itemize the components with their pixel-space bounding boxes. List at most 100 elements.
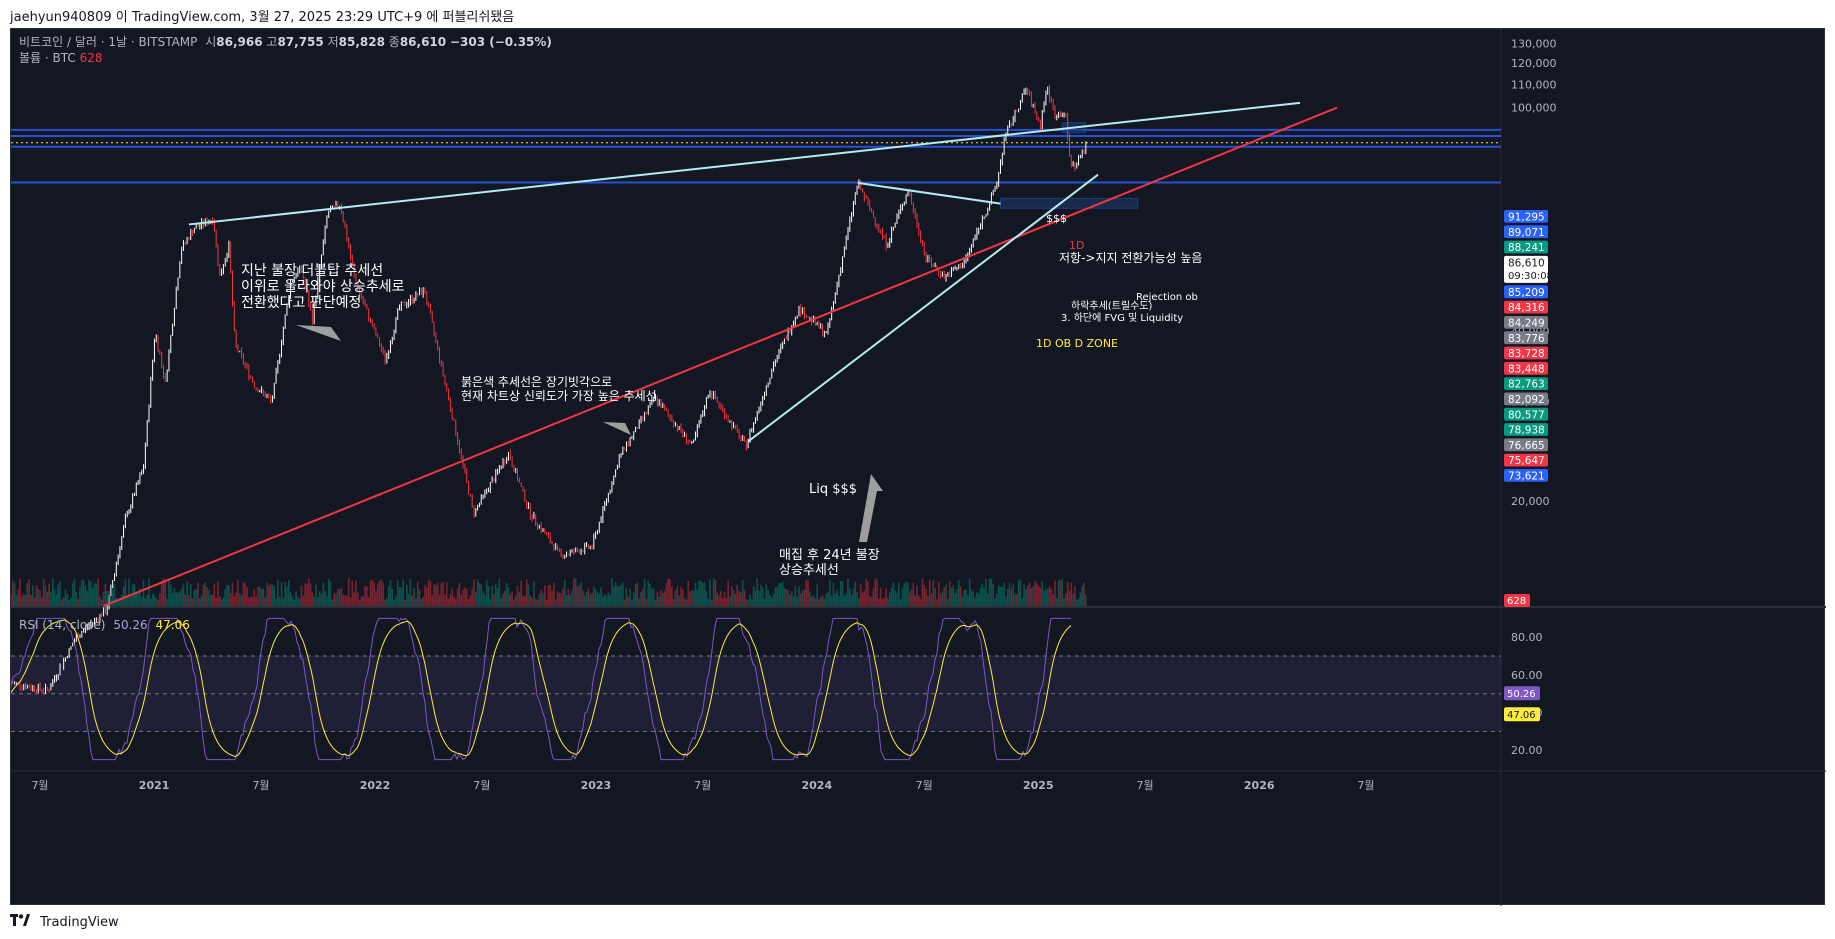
volume-bar (400, 587, 403, 606)
volume-bar (337, 589, 339, 606)
volume-bar (986, 593, 989, 606)
volume-bar (366, 586, 368, 606)
volume-bar (554, 599, 557, 606)
volume-bar (235, 592, 237, 606)
volume-bar (453, 596, 455, 606)
rsi-value: 50.26 (113, 618, 148, 632)
chart-panel[interactable]: 20,00030,00040,000100,000110,000120,0001… (10, 28, 1826, 906)
volume-bar (289, 592, 292, 606)
symbol-name: 비트코인 / 달러 · 1날 · BITSTAMP (19, 35, 198, 49)
volume-bar (974, 597, 976, 606)
volume-bar (937, 581, 940, 606)
volume-bar (358, 599, 361, 606)
price-tag-box (1504, 316, 1548, 329)
volume-bar (843, 595, 846, 606)
volume-bar (977, 593, 980, 606)
volume-bar (280, 582, 283, 606)
volume-bar (643, 578, 646, 606)
volume-bar (669, 579, 671, 606)
volume-bar (718, 595, 720, 606)
volume-bar (1036, 582, 1038, 606)
volume-bar (130, 596, 132, 606)
volume-bar (378, 580, 381, 606)
volume-bar (369, 580, 372, 606)
volume-bar (507, 587, 510, 606)
volume-bar (474, 591, 477, 606)
volume-bar (883, 597, 886, 606)
volume-bar (338, 589, 341, 606)
price-tick-label: 20,000 (1511, 495, 1550, 508)
volume-bar (124, 579, 127, 606)
volume-bar (580, 582, 582, 606)
volume-bar (206, 587, 208, 606)
volume-bar (540, 590, 542, 606)
price-tag-value: 85,209 (1508, 287, 1545, 299)
volume-bar (750, 599, 753, 606)
volume-bar (275, 598, 277, 606)
volume-bar (420, 598, 423, 606)
volume-bar (458, 583, 461, 606)
volume-bar (233, 596, 236, 606)
volume-bar (841, 581, 844, 606)
volume-bar (1008, 583, 1011, 606)
volume-bar (35, 585, 38, 606)
volume-bar (1068, 590, 1071, 606)
volume-bar (1034, 580, 1036, 606)
volume-bar (166, 598, 168, 606)
price-tag-box (1504, 300, 1548, 314)
volume-bar (346, 596, 348, 606)
volume-bar (574, 578, 577, 606)
volume-bar (1021, 598, 1024, 606)
chart-canvas[interactable]: 20,00030,00040,000100,000110,000120,0001… (11, 29, 1826, 906)
volume-bar (182, 583, 185, 606)
volume-bar (39, 590, 41, 606)
volume-bar (322, 582, 325, 606)
volume-bar (1005, 595, 1007, 606)
volume-bar (418, 589, 421, 606)
volume-bar (533, 581, 535, 606)
annotation-text: 이위로 올라와야 상승추세로 (241, 279, 405, 295)
volume-bar (968, 578, 971, 606)
volume-bar (1074, 586, 1076, 606)
volume-bar (1032, 586, 1034, 606)
volume-bar (789, 594, 791, 606)
volume-bar (142, 579, 145, 606)
volume-bar (927, 595, 929, 606)
volume-bar (482, 590, 484, 606)
volume-bar (113, 583, 116, 606)
volume-bar (732, 589, 735, 606)
time-tick-label: 2022 (360, 779, 391, 792)
volume-bar (298, 598, 301, 606)
volume-bar (447, 598, 450, 606)
volume-bar (48, 583, 50, 606)
time-tick-label: 2024 (801, 779, 832, 792)
volume-bar (157, 599, 159, 606)
volume-bar (930, 593, 933, 606)
volume-bar (386, 598, 388, 606)
volume-bar (333, 593, 335, 606)
volume-bar (487, 585, 490, 606)
volume-bar (226, 584, 228, 606)
volume-bar (549, 584, 552, 606)
volume-bar (57, 584, 60, 606)
volume-bar (770, 597, 773, 606)
volume-bar (422, 596, 424, 606)
volume-bar (494, 583, 497, 606)
volume-bar (213, 584, 216, 606)
volume-bar (573, 578, 575, 606)
volume-bar (1045, 587, 1047, 606)
price-tag: 83,448 (1504, 361, 1548, 375)
volume-bar (30, 594, 32, 606)
volume-bar (26, 582, 29, 606)
volume-bar (309, 583, 312, 606)
volume-bar (892, 582, 895, 606)
volume-bar (445, 581, 448, 606)
change-value: −303 (−0.35%) (449, 35, 552, 49)
volume-bar (391, 588, 394, 606)
rsi-ma-value: 47.06 (155, 618, 190, 632)
volume-bar (171, 592, 174, 606)
price-tag-box (1504, 361, 1548, 375)
countdown-value: 09:30:08 (1508, 271, 1553, 282)
volume-bar (627, 596, 630, 606)
volume-bar (691, 590, 693, 606)
